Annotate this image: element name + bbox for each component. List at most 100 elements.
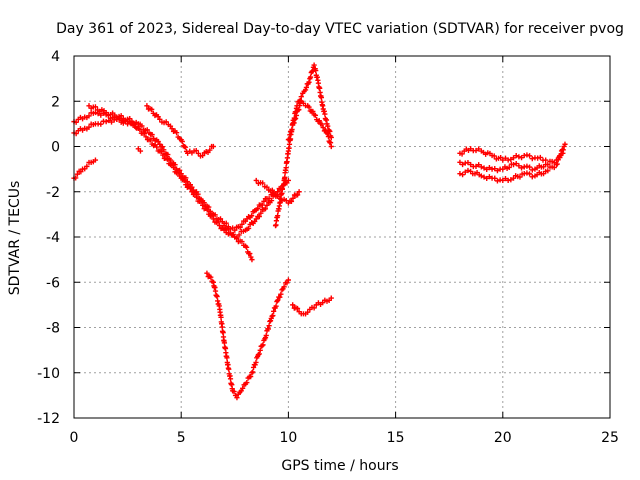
data-point-fill	[293, 115, 299, 122]
data-point-fill	[322, 111, 328, 117]
data-point	[234, 395, 240, 401]
data-point	[210, 143, 216, 150]
data-point-fill	[217, 216, 224, 222]
data-point-fill	[216, 222, 223, 229]
data-point	[103, 119, 109, 125]
data-point	[500, 157, 506, 163]
data-point-fill	[187, 186, 193, 192]
data-point-fill	[554, 161, 560, 167]
data-point-fill	[250, 369, 256, 375]
data-point-fill	[278, 196, 284, 202]
data-point-fill	[460, 161, 466, 168]
x-axis-label: GPS time / hours	[281, 458, 398, 474]
data-point	[298, 94, 304, 100]
data-point-fill	[262, 206, 269, 212]
data-point-fill	[260, 180, 266, 186]
data-point-fill	[256, 213, 262, 220]
data-point-fill	[181, 177, 187, 184]
chart-title: Day 361 of 2023, Sidereal Day-to-day VTE…	[56, 21, 624, 37]
data-point	[253, 177, 259, 184]
data-point-fill	[502, 175, 509, 182]
data-point-fill	[155, 114, 161, 120]
data-point-fill	[494, 178, 501, 184]
data-point	[500, 177, 506, 184]
data-point-fill	[78, 169, 84, 175]
data-point	[510, 162, 517, 168]
data-point-fill	[270, 312, 276, 319]
data-point-fill	[313, 67, 319, 74]
data-point	[232, 227, 238, 233]
data-point	[302, 87, 309, 93]
data-point-fill	[287, 132, 293, 138]
data-point-fill	[258, 210, 264, 216]
data-point-fill	[527, 153, 533, 159]
data-point	[296, 189, 302, 195]
data-point-fill	[294, 305, 301, 312]
data-point-fill	[259, 202, 265, 208]
data-point-fill	[278, 291, 284, 297]
data-point-fill	[204, 207, 210, 213]
data-point-fill	[249, 213, 255, 219]
data-point	[478, 164, 484, 170]
data-point-fill	[306, 79, 312, 85]
data-point-fill	[231, 388, 237, 395]
data-point-fill	[214, 293, 220, 300]
data-point-fill	[206, 204, 212, 210]
data-point-fill	[558, 152, 564, 158]
y-tick-label: -4	[46, 230, 60, 246]
data-point-fill	[494, 168, 501, 174]
data-point-fill	[294, 192, 301, 198]
y-axis-label: SDTVAR / TECUs	[7, 181, 23, 296]
data-point-fill	[289, 127, 295, 133]
data-point-fill	[201, 200, 207, 206]
data-point-fill	[325, 131, 331, 137]
data-point-fill	[169, 126, 175, 132]
data-point-fill	[193, 194, 200, 200]
grid-lines	[74, 56, 610, 418]
data-point	[92, 109, 99, 116]
data-point	[221, 223, 227, 229]
data-point-fill	[263, 332, 269, 339]
data-points	[71, 62, 568, 401]
data-point-fill	[147, 137, 154, 143]
data-point-fill	[275, 213, 281, 219]
data-point-fill	[551, 164, 557, 171]
data-point	[157, 116, 163, 122]
x-tick-label: 25	[601, 430, 619, 446]
data-point-fill	[508, 156, 514, 163]
data-point-fill	[307, 74, 314, 80]
data-point-fill	[288, 198, 295, 205]
data-point-fill	[481, 174, 487, 180]
data-point-fill	[527, 171, 533, 177]
data-point	[510, 155, 517, 161]
data-point-fill	[459, 151, 465, 157]
data-point	[292, 116, 298, 122]
data-point-fill	[226, 226, 232, 232]
data-point-fill	[481, 165, 487, 171]
data-point-fill	[310, 108, 316, 115]
data-point	[285, 277, 291, 283]
data-point-fill	[473, 163, 479, 169]
data-point-fill	[198, 199, 204, 205]
data-point	[468, 146, 474, 152]
data-point-fill	[158, 148, 164, 154]
data-point-fill	[297, 99, 304, 105]
data-point-fill	[207, 147, 213, 153]
data-point-fill	[545, 168, 551, 174]
x-tick-label: 20	[494, 430, 512, 446]
data-point-fill	[92, 104, 99, 110]
data-point-fill	[208, 274, 214, 280]
data-point-fill	[325, 123, 331, 129]
data-point-fill	[484, 175, 490, 182]
data-point-fill	[244, 379, 250, 386]
data-point-fill	[118, 113, 124, 119]
y-tick-label: -10	[37, 366, 60, 382]
data-point-fill	[516, 163, 522, 169]
data-point-fill	[518, 155, 525, 161]
data-point-fill	[476, 146, 482, 152]
data-point	[275, 189, 281, 195]
data-point-fill	[305, 309, 311, 315]
data-point-fill	[291, 120, 297, 126]
data-point-fill	[86, 113, 92, 119]
